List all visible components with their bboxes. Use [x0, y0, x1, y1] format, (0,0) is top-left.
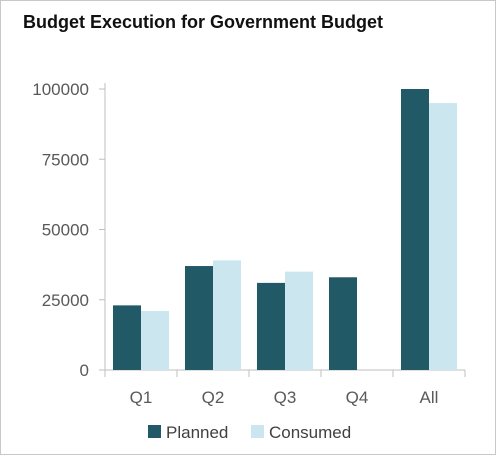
y-tick-label: 100000	[32, 80, 89, 99]
bar-consumed-all	[429, 103, 457, 371]
y-tick-label: 75000	[42, 150, 89, 169]
bar-consumed-q1	[141, 310, 169, 370]
legend-label-planned: Planned	[166, 423, 228, 442]
bar-consumed-q3	[285, 271, 313, 370]
bar-planned-q1	[113, 305, 141, 370]
x-tick-label: Q4	[346, 388, 369, 407]
chart-title: Budget Execution for Government Budget	[23, 12, 384, 32]
x-tick-label: Q3	[274, 388, 297, 407]
chart-frame: Budget Execution for Government Budget 0…	[0, 0, 496, 455]
y-tick-label: 25000	[42, 291, 89, 310]
bar-planned-q2	[185, 266, 213, 370]
legend-swatch-consumed	[251, 425, 264, 438]
bar-planned-q3	[257, 282, 285, 370]
bar-planned-q4	[329, 277, 357, 370]
bar-consumed-q2	[213, 260, 241, 370]
legend-label-consumed: Consumed	[269, 423, 351, 442]
bar-chart: 0 25000 50000 75000 100000 Q1 Q2 Q3 Q4 All Planned…	[32, 80, 466, 442]
legend-swatch-planned	[148, 425, 161, 438]
x-tick-label: All	[420, 388, 439, 407]
y-tick-label: 0	[80, 361, 89, 380]
x-tick-label: Q1	[130, 388, 153, 407]
x-tick-label: Q2	[202, 388, 225, 407]
y-tick-label: 50000	[42, 221, 89, 240]
bar-planned-all	[401, 89, 429, 370]
